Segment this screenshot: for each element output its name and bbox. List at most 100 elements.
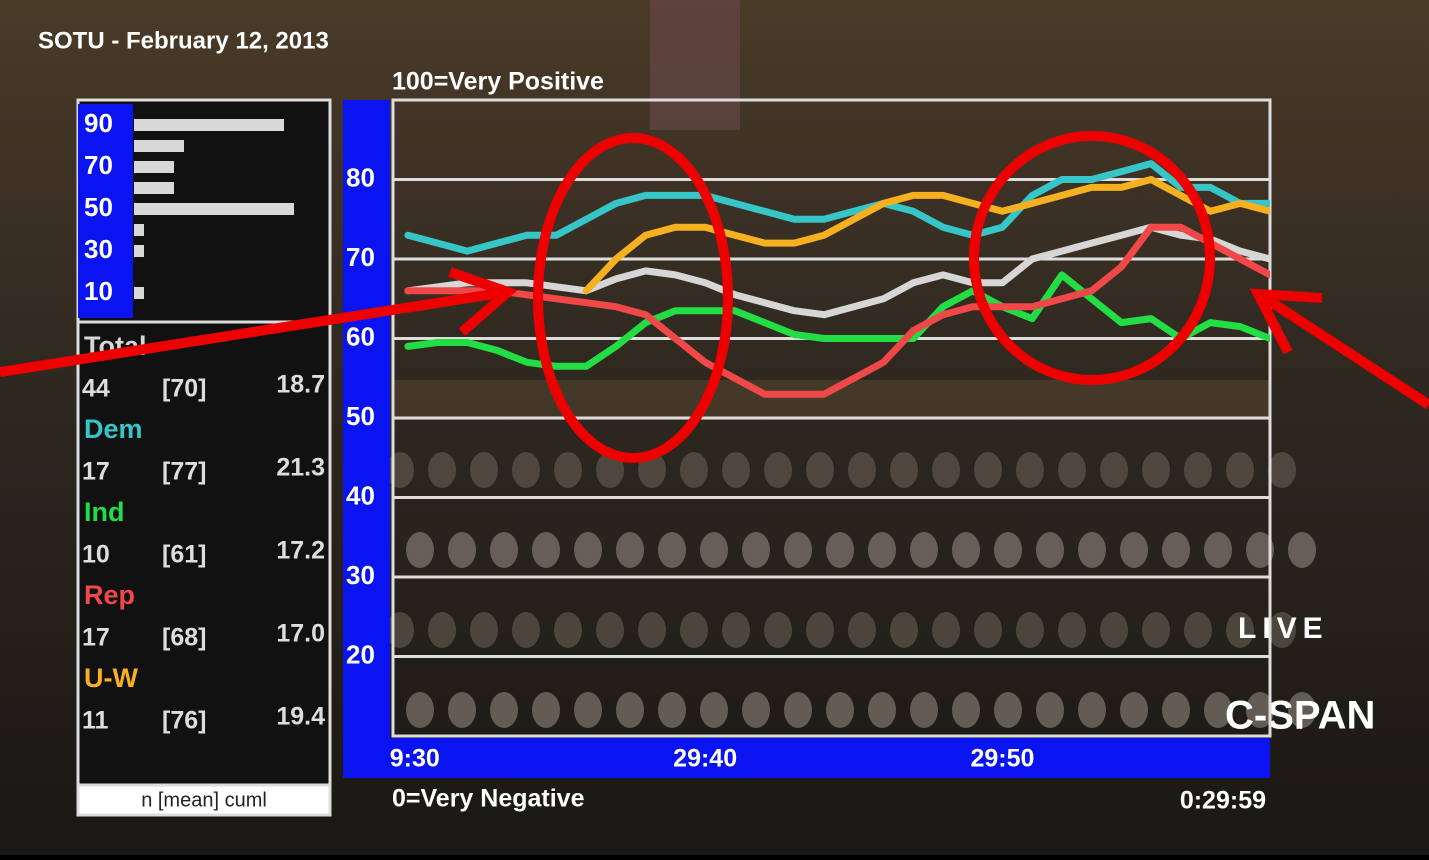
histogram-bar xyxy=(134,182,174,194)
audience-head xyxy=(1246,692,1274,728)
audience-head xyxy=(806,612,834,648)
audience-head xyxy=(616,532,644,568)
audience-head xyxy=(932,452,960,488)
audience-head xyxy=(1142,452,1170,488)
top-label: 100=Very Positive xyxy=(392,68,604,96)
audience-head xyxy=(448,532,476,568)
cell-n: 17 xyxy=(82,458,110,486)
y-axis-band-edge xyxy=(343,738,390,778)
dais xyxy=(393,380,1270,420)
audience-head xyxy=(994,532,1022,568)
audience-head xyxy=(848,612,876,648)
y-tick-label: 80 xyxy=(346,162,375,192)
audience-head xyxy=(700,532,728,568)
audience-head xyxy=(974,452,1002,488)
audience-head xyxy=(764,452,792,488)
audience-head xyxy=(470,612,498,648)
audience-head xyxy=(764,612,792,648)
network-logo: C-SPAN xyxy=(1225,694,1375,738)
plot-area xyxy=(393,160,1270,658)
audience-head xyxy=(848,452,876,488)
audience-head xyxy=(742,532,770,568)
highlight-circle xyxy=(533,133,733,463)
y-tick-label: 20 xyxy=(346,639,375,669)
audience-head xyxy=(868,692,896,728)
y-tick-label: 50 xyxy=(346,401,375,431)
audience-head xyxy=(722,612,750,648)
audience-head xyxy=(448,692,476,728)
x-axis-band xyxy=(390,738,1270,778)
table-footer-box xyxy=(76,783,332,817)
audience-head xyxy=(826,532,854,568)
audience-head xyxy=(658,692,686,728)
audience-head xyxy=(1058,452,1086,488)
audience-head xyxy=(1100,612,1128,648)
histogram-label: 70 xyxy=(84,150,113,180)
audience-head xyxy=(512,452,540,488)
audience-head xyxy=(680,452,708,488)
histogram-bar xyxy=(134,287,144,299)
audience-head xyxy=(386,452,414,488)
y-tick-label: 60 xyxy=(346,321,375,351)
audience-head xyxy=(806,452,834,488)
audience-head xyxy=(890,452,918,488)
audience-head xyxy=(1100,452,1128,488)
audience-head xyxy=(554,612,582,648)
histogram-bar xyxy=(134,203,294,215)
audience-head xyxy=(680,612,708,648)
audience-head xyxy=(490,532,518,568)
histogram-axis xyxy=(78,104,133,318)
audience-head xyxy=(574,532,602,568)
cell-mean: [70] xyxy=(162,375,206,403)
audience-head xyxy=(406,532,434,568)
audience-head xyxy=(1036,532,1064,568)
audience-head xyxy=(932,612,960,648)
table-footer: n [mean] cuml xyxy=(141,789,267,811)
x-tick-label: 29:40 xyxy=(673,745,737,773)
audience-head xyxy=(490,692,518,728)
histogram-bar xyxy=(134,161,174,173)
audience-head xyxy=(386,612,414,648)
audience-head xyxy=(974,612,1002,648)
audience-head xyxy=(532,532,560,568)
audience-head xyxy=(1016,452,1044,488)
audience-head xyxy=(1268,452,1296,488)
histogram-label: 90 xyxy=(84,108,113,138)
audience-head xyxy=(1016,612,1044,648)
audience-head xyxy=(406,692,434,728)
audience-head xyxy=(742,692,770,728)
cell-cuml: 17.0 xyxy=(276,620,325,648)
row-name: Ind xyxy=(84,497,125,527)
cell-n: 11 xyxy=(82,707,109,735)
audience-head xyxy=(952,692,980,728)
audience-head xyxy=(1184,612,1212,648)
series-line xyxy=(404,223,1270,319)
audience-head xyxy=(700,692,728,728)
audience-head xyxy=(890,612,918,648)
audience-head xyxy=(470,452,498,488)
audience-head xyxy=(428,612,456,648)
audience-head xyxy=(428,452,456,488)
audience-head xyxy=(1120,692,1148,728)
audience-head xyxy=(994,692,1022,728)
audience-head xyxy=(1268,612,1296,648)
audience-head xyxy=(574,692,602,728)
arrow-head xyxy=(1249,288,1323,355)
audience-head xyxy=(1162,532,1190,568)
series-line xyxy=(404,223,1270,398)
audience-head xyxy=(532,692,560,728)
cell-n: 44 xyxy=(82,375,110,403)
cell-n: 17 xyxy=(82,624,110,652)
histogram-bar xyxy=(134,119,284,131)
row-name: Dem xyxy=(84,414,143,444)
audience-head xyxy=(1162,692,1190,728)
bottom-label: 0=Very Negative xyxy=(392,785,585,813)
live-label: LIVE xyxy=(1238,612,1329,645)
audience-head xyxy=(1204,692,1232,728)
audience-head xyxy=(1142,612,1170,648)
audience-head xyxy=(826,692,854,728)
audience-head xyxy=(596,452,624,488)
audience-head xyxy=(910,692,938,728)
